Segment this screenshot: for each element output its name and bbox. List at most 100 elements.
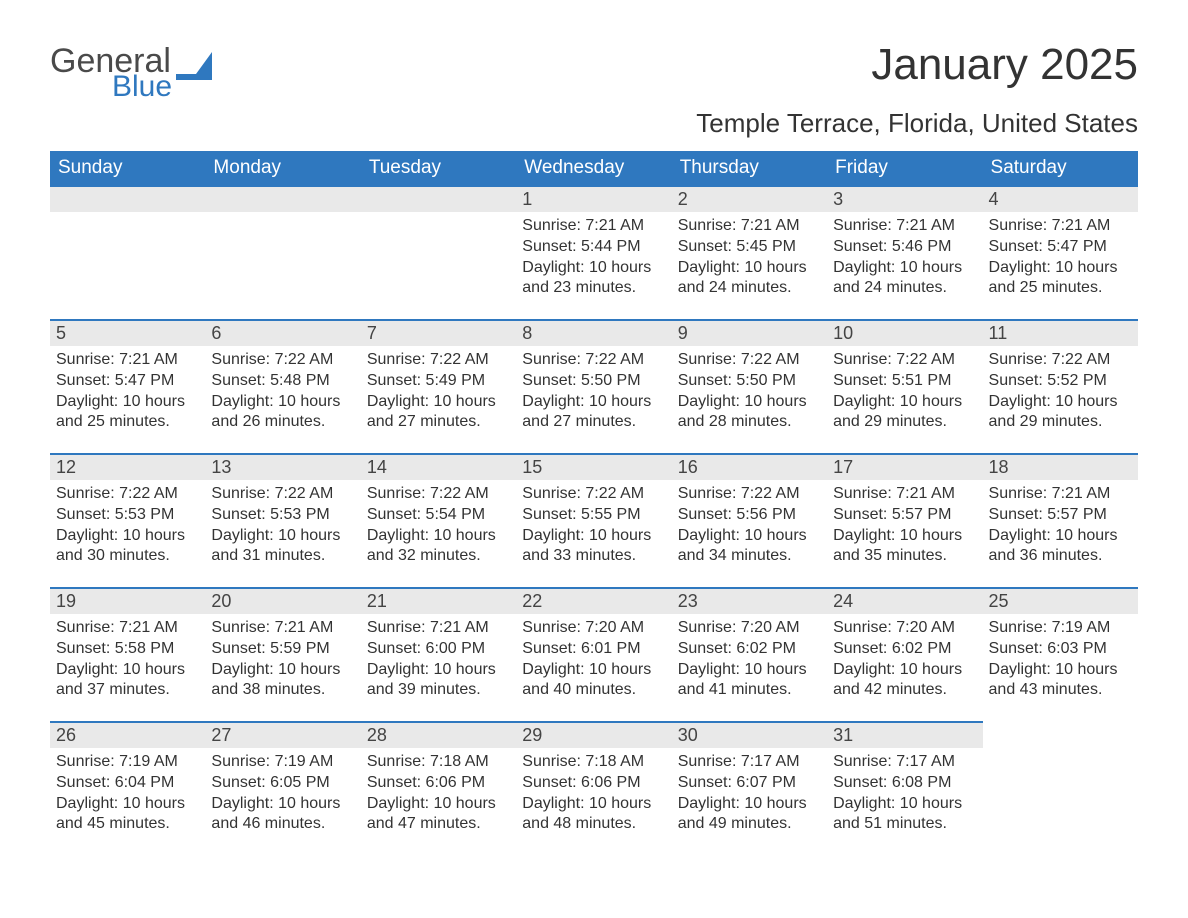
weekday-header: Monday xyxy=(205,151,360,185)
sunrise-text: Sunrise: 7:19 AM xyxy=(56,752,199,773)
day-number-bar: 19 xyxy=(50,587,205,614)
daylight-text: Daylight: 10 hours and 34 minutes. xyxy=(678,526,821,568)
calendar-day-cell: 18Sunrise: 7:21 AMSunset: 5:57 PMDayligh… xyxy=(983,453,1138,587)
day-number-bar: 1 xyxy=(516,185,671,212)
calendar-week-row: 19 Sunrise: 7:21 AM Sunset: 5:58 PM Dayligh… xyxy=(50,587,1138,721)
day-details: Sunrise: 7:22 AMSunset: 5:55 PMDaylight:… xyxy=(516,480,671,575)
day-number-bar xyxy=(205,185,360,212)
calendar-week-row: 5Sunrise: 7:21 AMSunset: 5:47 PMDaylight… xyxy=(50,319,1138,453)
sunrise-text: Sunrise: 7:21 AM xyxy=(367,618,510,639)
sunset-text: Sunset: 5:52 PM xyxy=(989,371,1132,392)
sunset-text: Sunset: 5:54 PM xyxy=(367,505,510,526)
flag-icon xyxy=(176,52,214,80)
calendar-day-cell: 26Sunrise: 7:19 AMSunset: 6:04 PMDayligh… xyxy=(50,721,205,855)
calendar-day-cell: 29Sunrise: 7:18 AMSunset: 6:06 PMDayligh… xyxy=(516,721,671,855)
day-details: Sunrise: 7:21 AMSunset: 5:57 PMDaylight:… xyxy=(983,480,1138,575)
calendar-weekday-header: SundayMondayTuesdayWednesdayThursdayFrid… xyxy=(50,151,1138,185)
daylight-text: Daylight: 10 hours and 29 minutes. xyxy=(989,392,1132,434)
sunset-text: Sunset: 5:49 PM xyxy=(367,371,510,392)
sunset-text: Sunset: 6:06 PM xyxy=(367,773,510,794)
day-number-bar: 2 xyxy=(672,185,827,212)
sunrise-text: Sunrise: 7:21 AM xyxy=(56,350,199,371)
daylight-text: Daylight: 10 hours and 25 minutes. xyxy=(989,258,1132,300)
weekday-header: Thursday xyxy=(672,151,827,185)
day-number-bar xyxy=(361,185,516,212)
day-details: Sunrise: 7:22 AMSunset: 5:56 PMDaylight:… xyxy=(672,480,827,575)
sunrise-text: Sunrise: 7:20 AM xyxy=(522,618,665,639)
page-header: General Blue January 2025 Temple Terrace… xyxy=(50,40,1138,139)
calendar-week-row: 12Sunrise: 7:22 AMSunset: 5:53 PMDayligh… xyxy=(50,453,1138,587)
daylight-text: Daylight: 10 hours and 33 minutes. xyxy=(522,526,665,568)
calendar-week-row: 1Sunrise: 7:21 AMSunset: 5:44 PMDaylight… xyxy=(50,185,1138,319)
day-details: Sunrise: 7:22 AMSunset: 5:48 PMDaylight:… xyxy=(205,346,360,441)
brand-logo: General Blue xyxy=(50,40,214,100)
day-number-bar: 9 xyxy=(672,319,827,346)
calendar-day-cell: 24Sunrise: 7:20 AMSunset: 6:02 PMDayligh… xyxy=(827,587,982,721)
daylight-text: Daylight: 10 hours and 24 minutes. xyxy=(678,258,821,300)
calendar-day-cell: 25Sunrise: 7:19 AMSunset: 6:03 PMDayligh… xyxy=(983,587,1138,721)
calendar-day-cell: 16Sunrise: 7:22 AMSunset: 5:56 PMDayligh… xyxy=(672,453,827,587)
calendar-day-cell: 13Sunrise: 7:22 AMSunset: 5:53 PMDayligh… xyxy=(205,453,360,587)
day-number-bar: 24 xyxy=(827,587,982,614)
day-number-bar: 13 xyxy=(205,453,360,480)
day-number-bar: 16 xyxy=(672,453,827,480)
calendar-day-cell: 12Sunrise: 7:22 AMSunset: 5:53 PMDayligh… xyxy=(50,453,205,587)
day-number-bar: 31 xyxy=(827,721,982,748)
calendar-day-cell: 14Sunrise: 7:22 AMSunset: 5:54 PMDayligh… xyxy=(361,453,516,587)
daylight-text: Daylight: 10 hours and 26 minutes. xyxy=(211,392,354,434)
sunset-text: Sunset: 5:53 PM xyxy=(211,505,354,526)
calendar-day-cell: 3Sunrise: 7:21 AMSunset: 5:46 PMDaylight… xyxy=(827,185,982,319)
daylight-text: Daylight: 10 hours and 42 minutes. xyxy=(833,660,976,702)
day-number-bar xyxy=(50,185,205,212)
sunset-text: Sunset: 5:53 PM xyxy=(56,505,199,526)
day-number-bar: 27 xyxy=(205,721,360,748)
day-number-bar: 22 xyxy=(516,587,671,614)
location-subtitle: Temple Terrace, Florida, United States xyxy=(696,108,1138,139)
sunset-text: Sunset: 6:00 PM xyxy=(367,639,510,660)
calendar-day-cell: 31Sunrise: 7:17 AMSunset: 6:08 PMDayligh… xyxy=(827,721,982,855)
day-details: Sunrise: 7:21 AMSunset: 5:57 PMDaylight:… xyxy=(827,480,982,575)
day-number-bar: 6 xyxy=(205,319,360,346)
daylight-text: Daylight: 10 hours and 27 minutes. xyxy=(367,392,510,434)
calendar-day-cell: 2Sunrise: 7:21 AMSunset: 5:45 PMDaylight… xyxy=(672,185,827,319)
calendar-day-cell: 6Sunrise: 7:22 AMSunset: 5:48 PMDaylight… xyxy=(205,319,360,453)
sunrise-text: Sunrise: 7:21 AM xyxy=(678,216,821,237)
daylight-text: Daylight: 10 hours and 41 minutes. xyxy=(678,660,821,702)
sunrise-text: Sunrise: 7:22 AM xyxy=(367,484,510,505)
daylight-text: Daylight: 10 hours and 24 minutes. xyxy=(833,258,976,300)
sunrise-text: Sunrise: 7:22 AM xyxy=(367,350,510,371)
day-number-bar: 18 xyxy=(983,453,1138,480)
sunset-text: Sunset: 5:55 PM xyxy=(522,505,665,526)
sunrise-text: Sunrise: 7:21 AM xyxy=(833,484,976,505)
sunrise-text: Sunrise: 7:22 AM xyxy=(211,350,354,371)
day-number-bar: 28 xyxy=(361,721,516,748)
sunset-text: Sunset: 6:02 PM xyxy=(678,639,821,660)
daylight-text: Daylight: 10 hours and 35 minutes. xyxy=(833,526,976,568)
daylight-text: Daylight: 10 hours and 48 minutes. xyxy=(522,794,665,836)
day-details: Sunrise: 7:22 AMSunset: 5:50 PMDaylight:… xyxy=(516,346,671,441)
calendar-day-cell: 19Sunrise: 7:21 AMSunset: 5:58 PMDayligh… xyxy=(50,587,205,721)
calendar-day-cell xyxy=(50,185,205,319)
sunset-text: Sunset: 5:50 PM xyxy=(522,371,665,392)
weekday-header: Sunday xyxy=(50,151,205,185)
sunset-text: Sunset: 5:58 PM xyxy=(56,639,199,660)
daylight-text: Daylight: 10 hours and 38 minutes. xyxy=(211,660,354,702)
sunset-text: Sunset: 5:44 PM xyxy=(522,237,665,258)
day-details: Sunrise: 7:20 AMSunset: 6:02 PMDaylight:… xyxy=(672,614,827,709)
day-details: Sunrise: 7:22 AMSunset: 5:53 PMDaylight:… xyxy=(50,480,205,575)
sunrise-text: Sunrise: 7:20 AM xyxy=(678,618,821,639)
daylight-text: Daylight: 10 hours and 39 minutes. xyxy=(367,660,510,702)
calendar-day-cell: 5Sunrise: 7:21 AMSunset: 5:47 PMDaylight… xyxy=(50,319,205,453)
daylight-text: Daylight: 10 hours and 30 minutes. xyxy=(56,526,199,568)
daylight-text: Daylight: 10 hours and 49 minutes. xyxy=(678,794,821,836)
calendar-day-cell: 17Sunrise: 7:21 AMSunset: 5:57 PMDayligh… xyxy=(827,453,982,587)
daylight-text: Daylight: 10 hours and 36 minutes. xyxy=(989,526,1132,568)
sunrise-text: Sunrise: 7:17 AM xyxy=(833,752,976,773)
sunrise-text: Sunrise: 7:21 AM xyxy=(989,484,1132,505)
daylight-text: Daylight: 10 hours and 51 minutes. xyxy=(833,794,976,836)
sunrise-text: Sunrise: 7:21 AM xyxy=(522,216,665,237)
sunset-text: Sunset: 6:03 PM xyxy=(989,639,1132,660)
daylight-text: Daylight: 10 hours and 25 minutes. xyxy=(56,392,199,434)
calendar-day-cell: 22Sunrise: 7:20 AMSunset: 6:01 PMDayligh… xyxy=(516,587,671,721)
sunset-text: Sunset: 5:47 PM xyxy=(989,237,1132,258)
